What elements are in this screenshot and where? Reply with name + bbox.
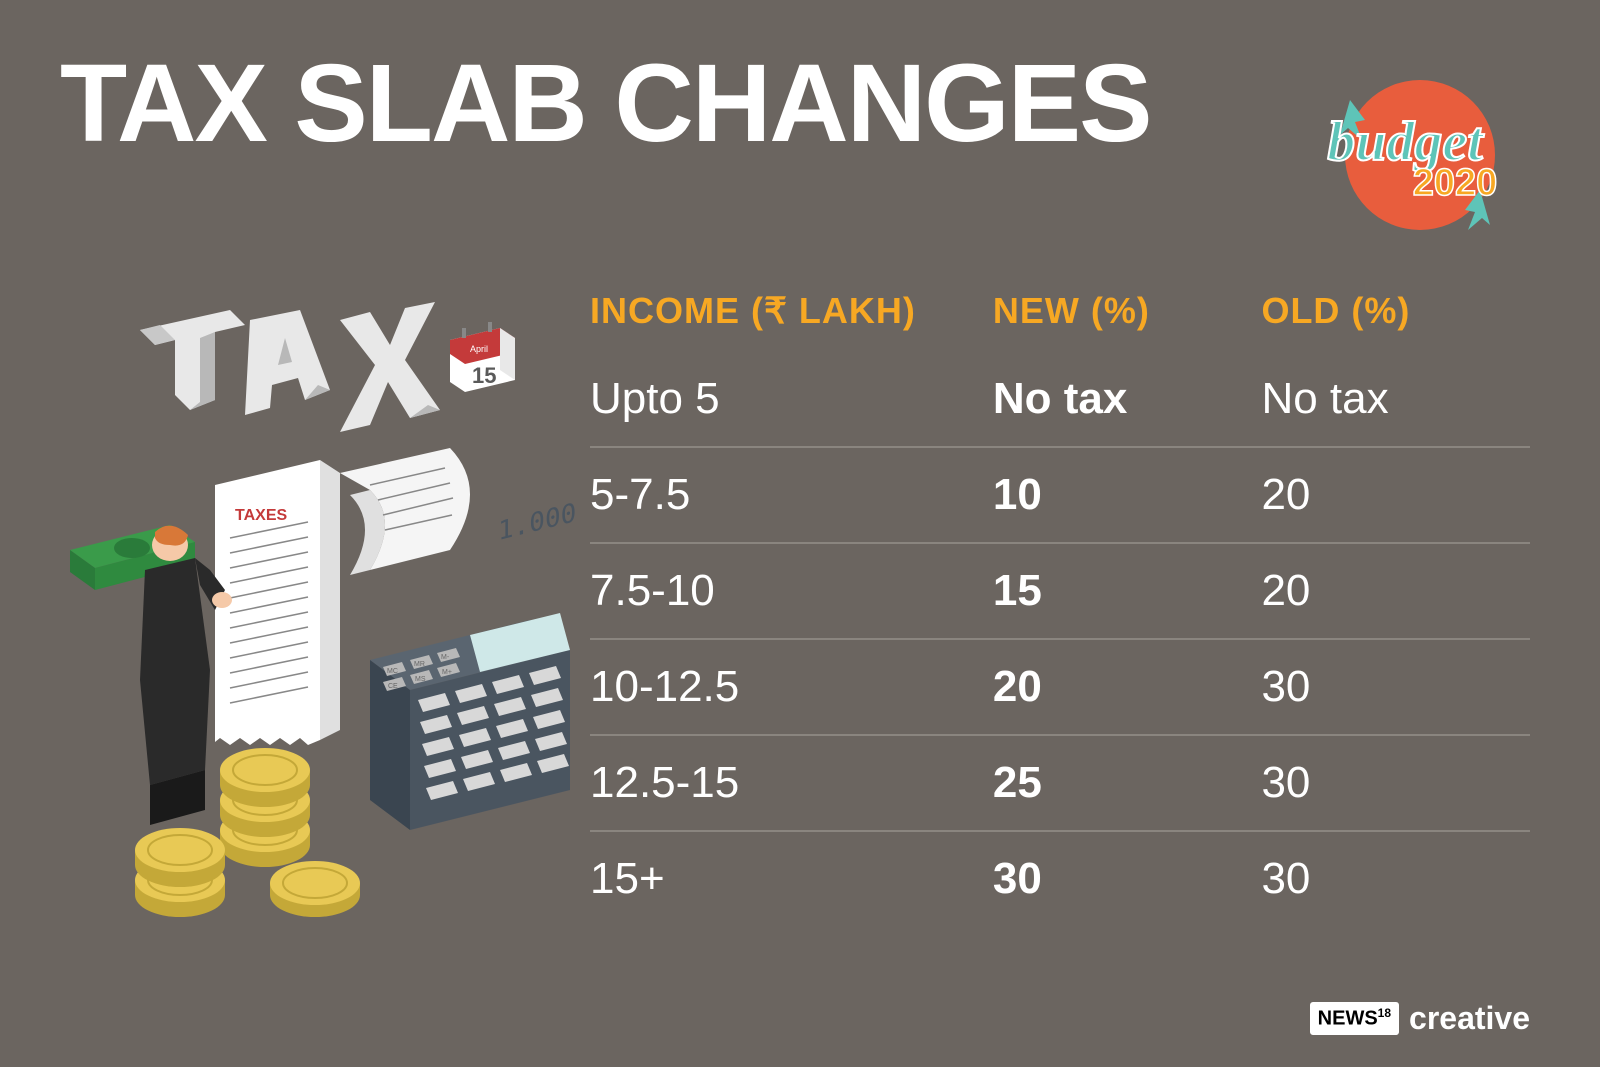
old-percent-cell: 30 bbox=[1261, 854, 1530, 904]
old-percent-cell: 20 bbox=[1261, 566, 1530, 616]
svg-text:M-: M- bbox=[441, 654, 450, 661]
table-row: Upto 5No taxNo tax bbox=[590, 352, 1530, 448]
new-percent-cell: No tax bbox=[993, 374, 1262, 424]
table-row: 10-12.52030 bbox=[590, 640, 1530, 736]
svg-text:15: 15 bbox=[472, 363, 496, 388]
new-percent-cell: 30 bbox=[993, 854, 1262, 904]
header-new: NEW (%) bbox=[993, 290, 1262, 332]
footer-credit: NEWS18 creative bbox=[1310, 1000, 1530, 1037]
header-old: OLD (%) bbox=[1261, 290, 1530, 332]
svg-text:TAXES: TAXES bbox=[235, 507, 287, 524]
table-row: 7.5-101520 bbox=[590, 544, 1530, 640]
budget-badge: budget 2020 bbox=[1290, 70, 1530, 240]
svg-text:2020: 2020 bbox=[1413, 162, 1498, 204]
income-cell: 12.5-15 bbox=[590, 758, 993, 808]
new-percent-cell: 25 bbox=[993, 758, 1262, 808]
creative-label: creative bbox=[1409, 1000, 1530, 1037]
table-header-row: INCOME (₹ LAKH) NEW (%) OLD (%) bbox=[590, 290, 1530, 332]
old-percent-cell: 20 bbox=[1261, 470, 1530, 520]
table-row: 5-7.51020 bbox=[590, 448, 1530, 544]
old-percent-cell: 30 bbox=[1261, 758, 1530, 808]
tax-3d-text-icon bbox=[140, 302, 440, 432]
calendar-icon: April 15 bbox=[450, 322, 515, 392]
new-percent-cell: 15 bbox=[993, 566, 1262, 616]
svg-text:MS: MS bbox=[415, 676, 426, 683]
income-cell: 10-12.5 bbox=[590, 662, 993, 712]
income-cell: 7.5-10 bbox=[590, 566, 993, 616]
svg-text:M+: M+ bbox=[442, 669, 452, 676]
income-cell: 5-7.5 bbox=[590, 470, 993, 520]
svg-text:CE: CE bbox=[388, 683, 398, 690]
svg-text:MR: MR bbox=[414, 661, 425, 668]
svg-text:1.000: 1.000 bbox=[498, 497, 576, 547]
income-cell: 15+ bbox=[590, 854, 993, 904]
table-row: 15+3030 bbox=[590, 832, 1530, 926]
header-income: INCOME (₹ LAKH) bbox=[590, 290, 993, 332]
income-cell: Upto 5 bbox=[590, 374, 993, 424]
svg-text:April: April bbox=[470, 344, 488, 354]
new-percent-cell: 20 bbox=[993, 662, 1262, 712]
svg-text:MC: MC bbox=[387, 668, 398, 675]
news18-logo: NEWS18 bbox=[1310, 1002, 1399, 1035]
new-percent-cell: 10 bbox=[993, 470, 1262, 520]
old-percent-cell: 30 bbox=[1261, 662, 1530, 712]
tax-illustration: April 15 TAXES bbox=[50, 290, 580, 940]
table-row: 12.5-152530 bbox=[590, 736, 1530, 832]
old-percent-cell: No tax bbox=[1261, 374, 1530, 424]
tax-slab-table: INCOME (₹ LAKH) NEW (%) OLD (%) Upto 5No… bbox=[590, 290, 1530, 926]
page-title: TAX SLAB CHANGES bbox=[60, 40, 1150, 167]
